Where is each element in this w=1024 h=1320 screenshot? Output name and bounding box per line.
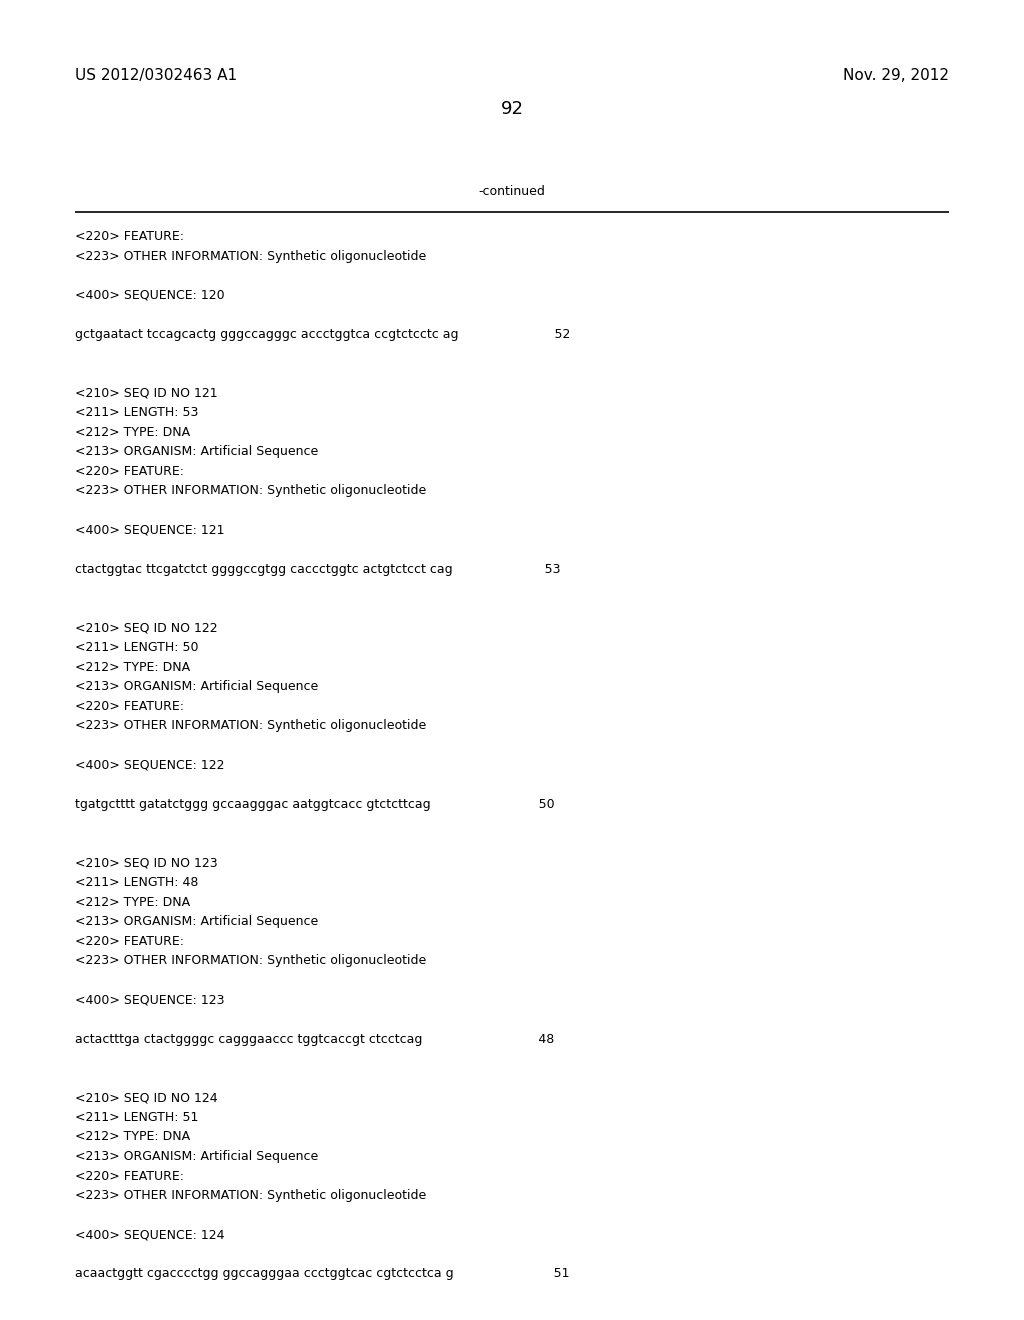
Text: <211> LENGTH: 50: <211> LENGTH: 50 <box>75 642 199 655</box>
Text: <220> FEATURE:: <220> FEATURE: <box>75 935 184 948</box>
Text: <220> FEATURE:: <220> FEATURE: <box>75 465 184 478</box>
Text: <400> SEQUENCE: 120: <400> SEQUENCE: 120 <box>75 289 224 302</box>
Text: <210> SEQ ID NO 122: <210> SEQ ID NO 122 <box>75 622 218 635</box>
Text: <211> LENGTH: 53: <211> LENGTH: 53 <box>75 407 199 420</box>
Text: -continued: -continued <box>478 185 546 198</box>
Text: <210> SEQ ID NO 124: <210> SEQ ID NO 124 <box>75 1092 218 1105</box>
Text: US 2012/0302463 A1: US 2012/0302463 A1 <box>75 69 238 83</box>
Text: <220> FEATURE:: <220> FEATURE: <box>75 230 184 243</box>
Text: <211> LENGTH: 48: <211> LENGTH: 48 <box>75 876 199 888</box>
Text: <220> FEATURE:: <220> FEATURE: <box>75 1170 184 1183</box>
Text: <213> ORGANISM: Artificial Sequence: <213> ORGANISM: Artificial Sequence <box>75 915 318 928</box>
Text: ctactggtac ttcgatctct ggggccgtgg caccctggtc actgtctcct cag                      : ctactggtac ttcgatctct ggggccgtgg caccctg… <box>75 562 560 576</box>
Text: <400> SEQUENCE: 121: <400> SEQUENCE: 121 <box>75 524 224 537</box>
Text: <223> OTHER INFORMATION: Synthetic oligonucleotide: <223> OTHER INFORMATION: Synthetic oligo… <box>75 484 426 498</box>
Text: <213> ORGANISM: Artificial Sequence: <213> ORGANISM: Artificial Sequence <box>75 680 318 693</box>
Text: <220> FEATURE:: <220> FEATURE: <box>75 700 184 713</box>
Text: <223> OTHER INFORMATION: Synthetic oligonucleotide: <223> OTHER INFORMATION: Synthetic oligo… <box>75 1189 426 1203</box>
Text: <210> SEQ ID NO 123: <210> SEQ ID NO 123 <box>75 857 218 870</box>
Text: <223> OTHER INFORMATION: Synthetic oligonucleotide: <223> OTHER INFORMATION: Synthetic oligo… <box>75 719 426 733</box>
Text: gctgaatact tccagcactg gggccagggc accctggtca ccgtctcctc ag                       : gctgaatact tccagcactg gggccagggc accctgg… <box>75 327 570 341</box>
Text: acaactggtt cgacccctgg ggccagggaa ccctggtcac cgtctcctca g                        : acaactggtt cgacccctgg ggccagggaa ccctggt… <box>75 1267 569 1280</box>
Text: <400> SEQUENCE: 124: <400> SEQUENCE: 124 <box>75 1229 224 1241</box>
Text: <212> TYPE: DNA: <212> TYPE: DNA <box>75 895 190 908</box>
Text: <210> SEQ ID NO 121: <210> SEQ ID NO 121 <box>75 387 218 400</box>
Text: <223> OTHER INFORMATION: Synthetic oligonucleotide: <223> OTHER INFORMATION: Synthetic oligo… <box>75 249 426 263</box>
Text: tgatgctttt gatatctggg gccaagggac aatggtcacc gtctcttcag                          : tgatgctttt gatatctggg gccaagggac aatggtc… <box>75 797 555 810</box>
Text: <223> OTHER INFORMATION: Synthetic oligonucleotide: <223> OTHER INFORMATION: Synthetic oligo… <box>75 954 426 968</box>
Text: <211> LENGTH: 51: <211> LENGTH: 51 <box>75 1111 199 1123</box>
Text: <213> ORGANISM: Artificial Sequence: <213> ORGANISM: Artificial Sequence <box>75 445 318 458</box>
Text: actactttga ctactggggc cagggaaccc tggtcaccgt ctcctcag                            : actactttga ctactggggc cagggaaccc tggtcac… <box>75 1032 554 1045</box>
Text: 92: 92 <box>501 100 523 117</box>
Text: <400> SEQUENCE: 122: <400> SEQUENCE: 122 <box>75 759 224 771</box>
Text: <400> SEQUENCE: 123: <400> SEQUENCE: 123 <box>75 994 224 1006</box>
Text: <212> TYPE: DNA: <212> TYPE: DNA <box>75 426 190 438</box>
Text: <213> ORGANISM: Artificial Sequence: <213> ORGANISM: Artificial Sequence <box>75 1150 318 1163</box>
Text: <212> TYPE: DNA: <212> TYPE: DNA <box>75 1130 190 1143</box>
Text: <212> TYPE: DNA: <212> TYPE: DNA <box>75 660 190 673</box>
Text: Nov. 29, 2012: Nov. 29, 2012 <box>843 69 949 83</box>
